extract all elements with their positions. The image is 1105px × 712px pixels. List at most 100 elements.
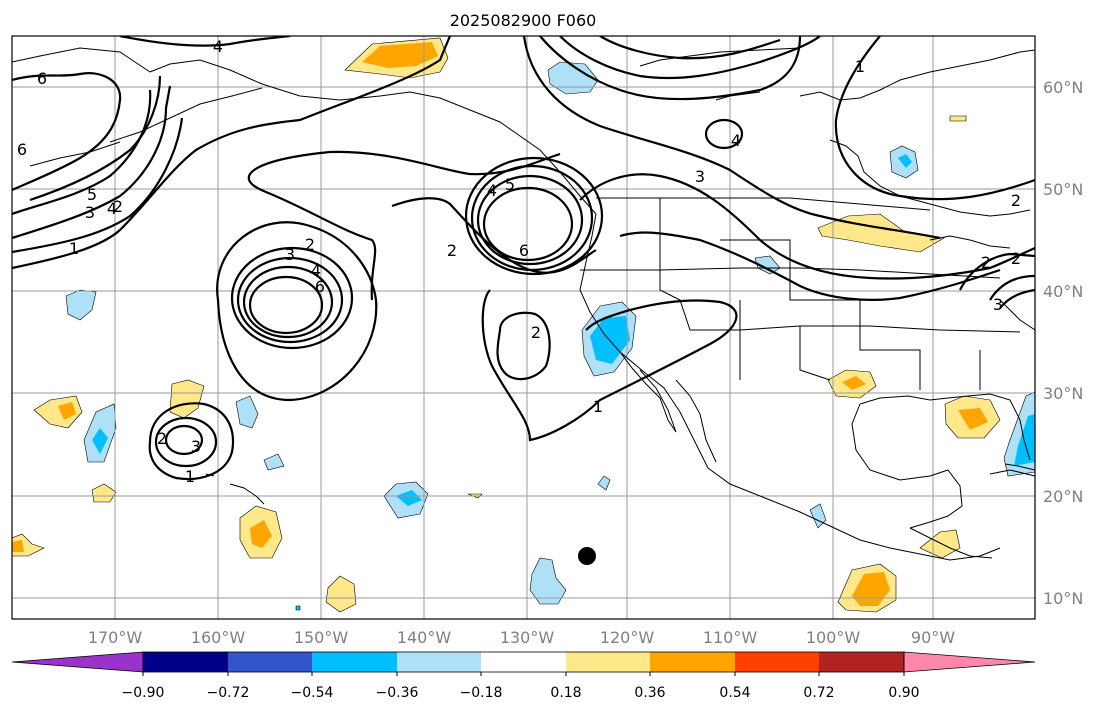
contour-line: [12, 72, 122, 192]
contour-label: 2: [1011, 249, 1021, 268]
contour-label: 4: [731, 131, 741, 150]
positive-anomaly-core: [362, 42, 438, 68]
negative-anomaly-core: [396, 490, 422, 506]
negative-anomaly-region: [65, 289, 97, 321]
lat-label: 10°N: [1043, 589, 1083, 608]
longitude-labels: 170°W 160°W 150°W 140°W 130°W 120°W 110°…: [88, 628, 955, 647]
colorbar-outline: [142, 651, 905, 673]
contour-label: 6: [17, 140, 27, 159]
colorbar-tick-label: −0.18: [460, 685, 503, 701]
contour-label: 1: [593, 397, 603, 416]
lat-label: 20°N: [1043, 487, 1083, 506]
contour-label: 1: [185, 467, 195, 486]
contour-label: 2: [157, 429, 167, 448]
lon-label: 170°W: [88, 628, 143, 647]
contour-line: [216, 221, 378, 402]
contour-line: [148, 402, 234, 480]
height-contours: [12, 36, 1035, 480]
contour-label: 2: [305, 235, 315, 254]
negative-anomaly-core: [92, 428, 108, 454]
colorbar: [11, 651, 1036, 676]
lon-label: 160°W: [191, 628, 246, 647]
contour-line: [599, 36, 781, 60]
contour-line: [12, 89, 152, 216]
negative-anomaly-region: [295, 605, 301, 611]
colorbar-tick-label: 0.90: [888, 685, 919, 701]
negative-anomaly-region: [235, 395, 259, 429]
lon-label: 90°W: [911, 628, 955, 647]
contour-label: 4: [107, 199, 117, 218]
colorbar-tick-label: 0.36: [634, 685, 665, 701]
contour-label: 6: [315, 277, 325, 296]
contour-line: [248, 275, 324, 335]
contour-line: [154, 416, 218, 468]
colorbar-segment: [228, 652, 312, 672]
colorbar-segment: [143, 652, 228, 672]
negative-anomaly-region: [263, 453, 285, 471]
colorbar-tick-label: 0.54: [719, 685, 750, 701]
colorbar-extend-min: [11, 651, 144, 673]
contour-label: 2: [113, 197, 123, 216]
colorbar-segment: [566, 652, 650, 672]
colorbar-tick-label: −0.72: [207, 685, 250, 701]
colorbar-segment: [312, 652, 397, 672]
contour-line: [959, 252, 1035, 291]
contour-label: 6: [37, 69, 47, 88]
positive-anomaly-core: [250, 520, 272, 548]
contour-line: [482, 186, 574, 262]
colorbar-tick-label: −0.90: [122, 685, 165, 701]
contour-line: [579, 173, 1035, 280]
lat-label: 30°N: [1043, 384, 1083, 403]
positive-anomaly-region: [949, 115, 967, 122]
contour-label: 3: [191, 437, 201, 456]
contour-line: [464, 156, 604, 276]
contour-labels: 4 6 6 5 4 1 3 2 1 2 3 4 6 2 4 5 6 2 3 2 …: [17, 37, 1021, 486]
colorbar-tick-label: 0.18: [550, 685, 581, 701]
contour-label: 1: [69, 239, 79, 258]
contour-label: 2: [981, 253, 991, 272]
contour-line: [999, 288, 1035, 309]
negative-anomaly-region: [597, 475, 611, 491]
lat-label: 50°N: [1043, 180, 1083, 199]
contour-line: [476, 174, 584, 266]
contour-label: 4: [487, 181, 497, 200]
contour-line: [230, 246, 354, 350]
positive-anomaly-region: [817, 213, 945, 253]
contour-line: [619, 231, 1001, 301]
negative-anomaly-region: [754, 255, 781, 275]
contour-label: 2: [1011, 191, 1021, 210]
contour-line: [704, 118, 744, 150]
contour-line: [29, 75, 162, 202]
positive-anomaly-core: [958, 408, 988, 430]
positive-anomaly-core: [12, 540, 24, 552]
map-title: 2025082900 F060: [450, 11, 597, 30]
colorbar-segment: [397, 652, 481, 672]
lon-label: 110°W: [703, 628, 758, 647]
lon-label: 150°W: [294, 628, 349, 647]
contour-line: [119, 36, 291, 47]
contour-line: [12, 85, 172, 240]
colorbar-tick-label: −0.54: [291, 685, 334, 701]
positive-anomaly-region: [325, 575, 357, 613]
contour-line: [242, 265, 334, 339]
negative-anomaly-region: [547, 61, 599, 95]
contour-line: [559, 36, 821, 80]
contour-label: 2: [447, 241, 457, 260]
contour-line: [12, 117, 184, 254]
contour-label: 3: [993, 295, 1003, 314]
contour-line: [391, 197, 597, 274]
contour-line: [834, 36, 1035, 201]
lat-label: 40°N: [1043, 282, 1083, 301]
contour-line: [989, 274, 1035, 301]
colorbar-segment: [650, 652, 735, 672]
colorbar-segment: [819, 652, 904, 672]
contour-line: [236, 256, 344, 344]
graticule: [12, 36, 1035, 619]
positive-anomaly-region: [91, 483, 117, 503]
contour-label: 4: [311, 261, 321, 280]
coastlines: [12, 47, 1035, 561]
contour-line: [247, 150, 561, 301]
contour-label: 3: [695, 167, 705, 186]
contour-line: [164, 424, 204, 456]
positive-anomaly-core: [58, 402, 76, 420]
